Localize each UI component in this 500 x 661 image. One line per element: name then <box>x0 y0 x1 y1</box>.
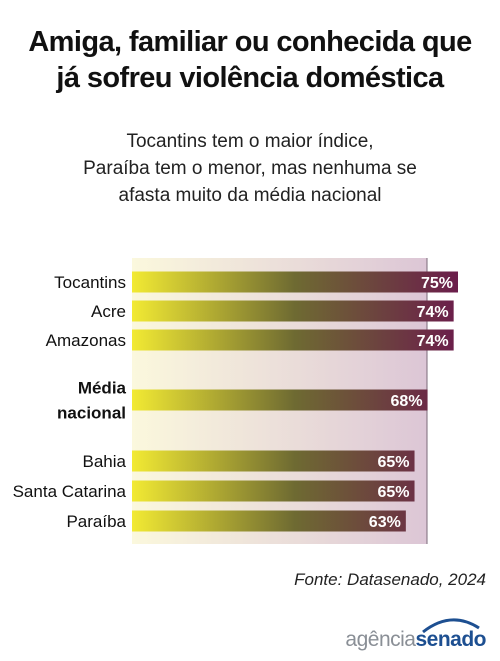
category-label-1: Acre <box>91 302 126 321</box>
bar-1 <box>132 300 454 322</box>
bar-5 <box>132 480 415 502</box>
agencia-senado-logo: agência senado <box>345 618 486 652</box>
category-label-4: Bahia <box>83 452 127 471</box>
bar-0 <box>132 271 458 293</box>
category-label-5: Santa Catarina <box>13 482 127 501</box>
logo-text-senado-label: senado <box>415 628 486 651</box>
logo-text-agencia: agência <box>345 628 416 651</box>
source-note: Fonte: Datasenado, 2024 <box>294 570 486 589</box>
category-label-6: Paraíba <box>66 512 126 531</box>
bar-4 <box>132 450 415 472</box>
bar-3 <box>132 389 428 411</box>
bar-value-label-4: 65% <box>378 454 410 471</box>
bar-value-label-0: 75% <box>421 275 453 292</box>
bar-chart: 75% Tocantins 74% Acre 74% Amazonas 68% Média na… <box>13 258 458 544</box>
bar-value-label-5: 65% <box>378 484 410 501</box>
chart-title-line-1: Amiga, familiar ou conhecida que <box>28 26 472 58</box>
category-label-2: Amazonas <box>46 331 126 350</box>
chart-title-line-2: já sofreu violência doméstica <box>56 62 444 94</box>
bar-6 <box>132 510 406 532</box>
category-label-3-line-1: nacional <box>57 404 126 423</box>
chart-subtitle-line-2: Paraíba tem o menor, mas nenhuma se <box>83 158 417 179</box>
logo-text-senado: senado <box>415 618 486 652</box>
chart-subtitle: Tocantins tem o maior índice, Paraíba te… <box>0 128 500 209</box>
category-label-0: Tocantins <box>54 273 126 292</box>
logo-arc-icon <box>422 618 481 634</box>
bar-value-label-3: 68% <box>391 393 423 410</box>
bar-2 <box>132 329 454 351</box>
chart-subtitle-line-3: afasta muito da média nacional <box>118 185 382 206</box>
chart-title: Amiga, familiar ou conhecida que já sofr… <box>0 24 500 96</box>
bar-value-label-1: 74% <box>417 304 449 321</box>
bar-value-label-6: 63% <box>369 514 401 531</box>
category-label-3-line-0: Média <box>78 379 127 398</box>
bar-value-label-2: 74% <box>417 333 449 350</box>
chart-subtitle-line-1: Tocantins tem o maior índice, <box>126 131 374 152</box>
